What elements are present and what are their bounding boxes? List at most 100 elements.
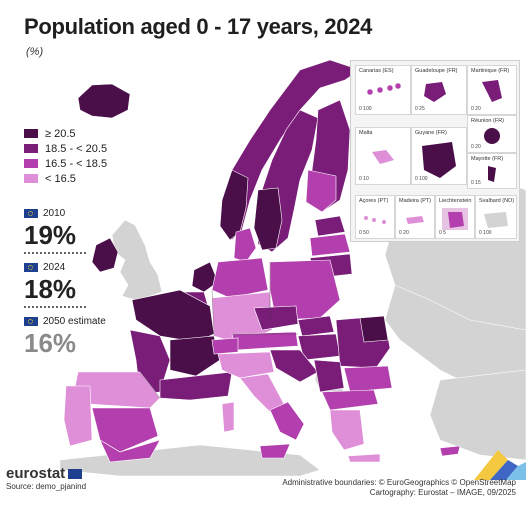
stat-separator xyxy=(24,252,86,254)
region-italy-south xyxy=(269,401,305,441)
inset-name: Mayotte (FR) xyxy=(471,156,504,162)
region-switzerland xyxy=(211,337,239,355)
inset-shape xyxy=(488,166,496,182)
eu-flag-icon xyxy=(24,209,38,218)
region-spain-center xyxy=(91,407,159,453)
inset-scale: 0 5 xyxy=(439,230,446,236)
legend-item: ≥ 20.5 xyxy=(24,126,107,141)
inset-name: Réunion (FR) xyxy=(471,118,505,124)
region-scandinavia xyxy=(219,59,361,253)
inset-shape xyxy=(406,216,424,224)
inset-scale: 0 100 xyxy=(359,106,372,112)
stat-value: 16% xyxy=(24,328,77,358)
region-bulgaria xyxy=(343,365,393,393)
inset-svalbard: Svalbard (NO) 0 100 xyxy=(475,195,517,239)
cartography-credit: Cartography: Eurostat – IMAGE, 09/2025 xyxy=(369,488,516,497)
logo-text: eurostat xyxy=(6,465,66,482)
inset-scale: 0 100 xyxy=(479,230,492,236)
inset-name: Martinique (FR) xyxy=(471,68,510,74)
region-ireland xyxy=(91,237,119,273)
inset-martinique: Martinique (FR) 0 20 xyxy=(467,65,517,115)
region-central-europe xyxy=(181,257,393,393)
region-portugal xyxy=(63,385,93,447)
inset-name: Madeira (PT) xyxy=(399,198,432,204)
region-greece-south xyxy=(329,409,365,451)
stat-2024: 2024 18% xyxy=(24,262,76,305)
legend-item: < 16.5 xyxy=(24,171,107,186)
legend-label: 18.5 - < 20.5 xyxy=(45,142,108,155)
legend-label: < 16.5 xyxy=(45,172,76,185)
legend-swatch xyxy=(24,159,38,168)
inset-panel: Canarias (ES) 0 100 Guadeloupe (FR) 0 25… xyxy=(350,60,520,242)
inset-scale: 0 15 xyxy=(471,180,481,186)
inset-scale: 0 20 xyxy=(399,230,409,236)
inset-name: Svalbard (NO) xyxy=(479,198,515,204)
eurostat-logo: eurostat xyxy=(6,465,83,482)
inset-reunion: Réunion (FR) 0 20 xyxy=(467,115,517,153)
inset-shape xyxy=(366,82,402,96)
region-sardinia xyxy=(221,401,235,433)
region-crete xyxy=(347,453,381,463)
legend-item: 16.5 - < 18.5 xyxy=(24,156,107,171)
eu-flag-icon xyxy=(24,317,38,326)
inset-acores: Açores (PT) 0 50 xyxy=(355,195,395,239)
inset-scale: 0 25 xyxy=(415,106,425,112)
stat-value: 19% xyxy=(24,220,77,250)
inset-scale: 0 20 xyxy=(471,106,481,112)
stat-value: 18% xyxy=(24,274,77,304)
region-iberia xyxy=(63,371,161,463)
inset-madeira: Madeira (PT) 0 20 xyxy=(395,195,435,239)
inset-scale: 0 50 xyxy=(359,230,369,236)
map-legend: ≥ 20.5 18.5 - < 20.5 16.5 - < 18.5 < 16.… xyxy=(24,126,107,186)
region-netherlands xyxy=(191,261,219,293)
inset-shape xyxy=(482,80,502,102)
inset-mayotte: Mayotte (FR) 0 15 xyxy=(467,153,517,189)
eu-flag-icon xyxy=(68,468,83,479)
region-italy-north xyxy=(217,351,275,379)
inset-liechtenstein: Liechtenstein 0 5 xyxy=(435,195,475,239)
inset-shape xyxy=(442,208,468,230)
stat-separator xyxy=(24,306,86,308)
region-germany-north xyxy=(211,257,269,299)
region-slovenia-croatia xyxy=(269,349,319,383)
stat-label: 2024 xyxy=(43,262,66,273)
region-greece xyxy=(321,389,461,463)
region-france-center xyxy=(169,335,221,377)
page-title: Population aged 0 - 17 years, 2024 xyxy=(24,14,373,39)
legend-label: ≥ 20.5 xyxy=(45,127,76,140)
region-serbia xyxy=(313,359,345,393)
inset-name: Guyane (FR) xyxy=(415,130,447,136)
inset-shape xyxy=(484,212,508,228)
region-sicily xyxy=(259,443,291,459)
inset-name: Guadeloupe (FR) xyxy=(415,68,458,74)
region-france-south xyxy=(159,371,233,401)
region-estonia xyxy=(314,215,346,237)
uk-landmass xyxy=(111,219,163,301)
inset-shape xyxy=(484,128,500,144)
region-italy-center xyxy=(239,373,285,413)
legend-swatch xyxy=(24,174,38,183)
country-borders xyxy=(139,262,298,399)
inset-shape xyxy=(372,150,394,164)
region-slovakia xyxy=(297,315,335,337)
corner-decoration xyxy=(474,450,526,480)
region-cyprus xyxy=(439,445,461,457)
legend-swatch xyxy=(24,144,38,153)
region-spain-south xyxy=(99,439,161,463)
region-greece-north xyxy=(321,389,379,411)
inset-name: Açores (PT) xyxy=(359,198,389,204)
credits: Administrative boundaries: © EuroGeograp… xyxy=(282,478,516,498)
stat-label: 2010 xyxy=(43,208,66,219)
region-iceland xyxy=(77,83,131,119)
inset-scale: 0 20 xyxy=(471,144,481,150)
page-subtitle: (%) xyxy=(26,46,44,58)
inset-name: Canarias (ES) xyxy=(359,68,394,74)
inset-name: Malta xyxy=(359,130,373,136)
inset-shape xyxy=(424,82,446,102)
region-italy xyxy=(217,351,305,459)
inset-canarias: Canarias (ES) 0 100 xyxy=(355,65,411,115)
stat-2010: 2010 19% xyxy=(24,208,76,251)
inset-shape xyxy=(422,142,456,178)
region-sweden-south xyxy=(253,187,283,251)
stat-2050-estimate: 2050 estimate 16% xyxy=(24,316,106,359)
